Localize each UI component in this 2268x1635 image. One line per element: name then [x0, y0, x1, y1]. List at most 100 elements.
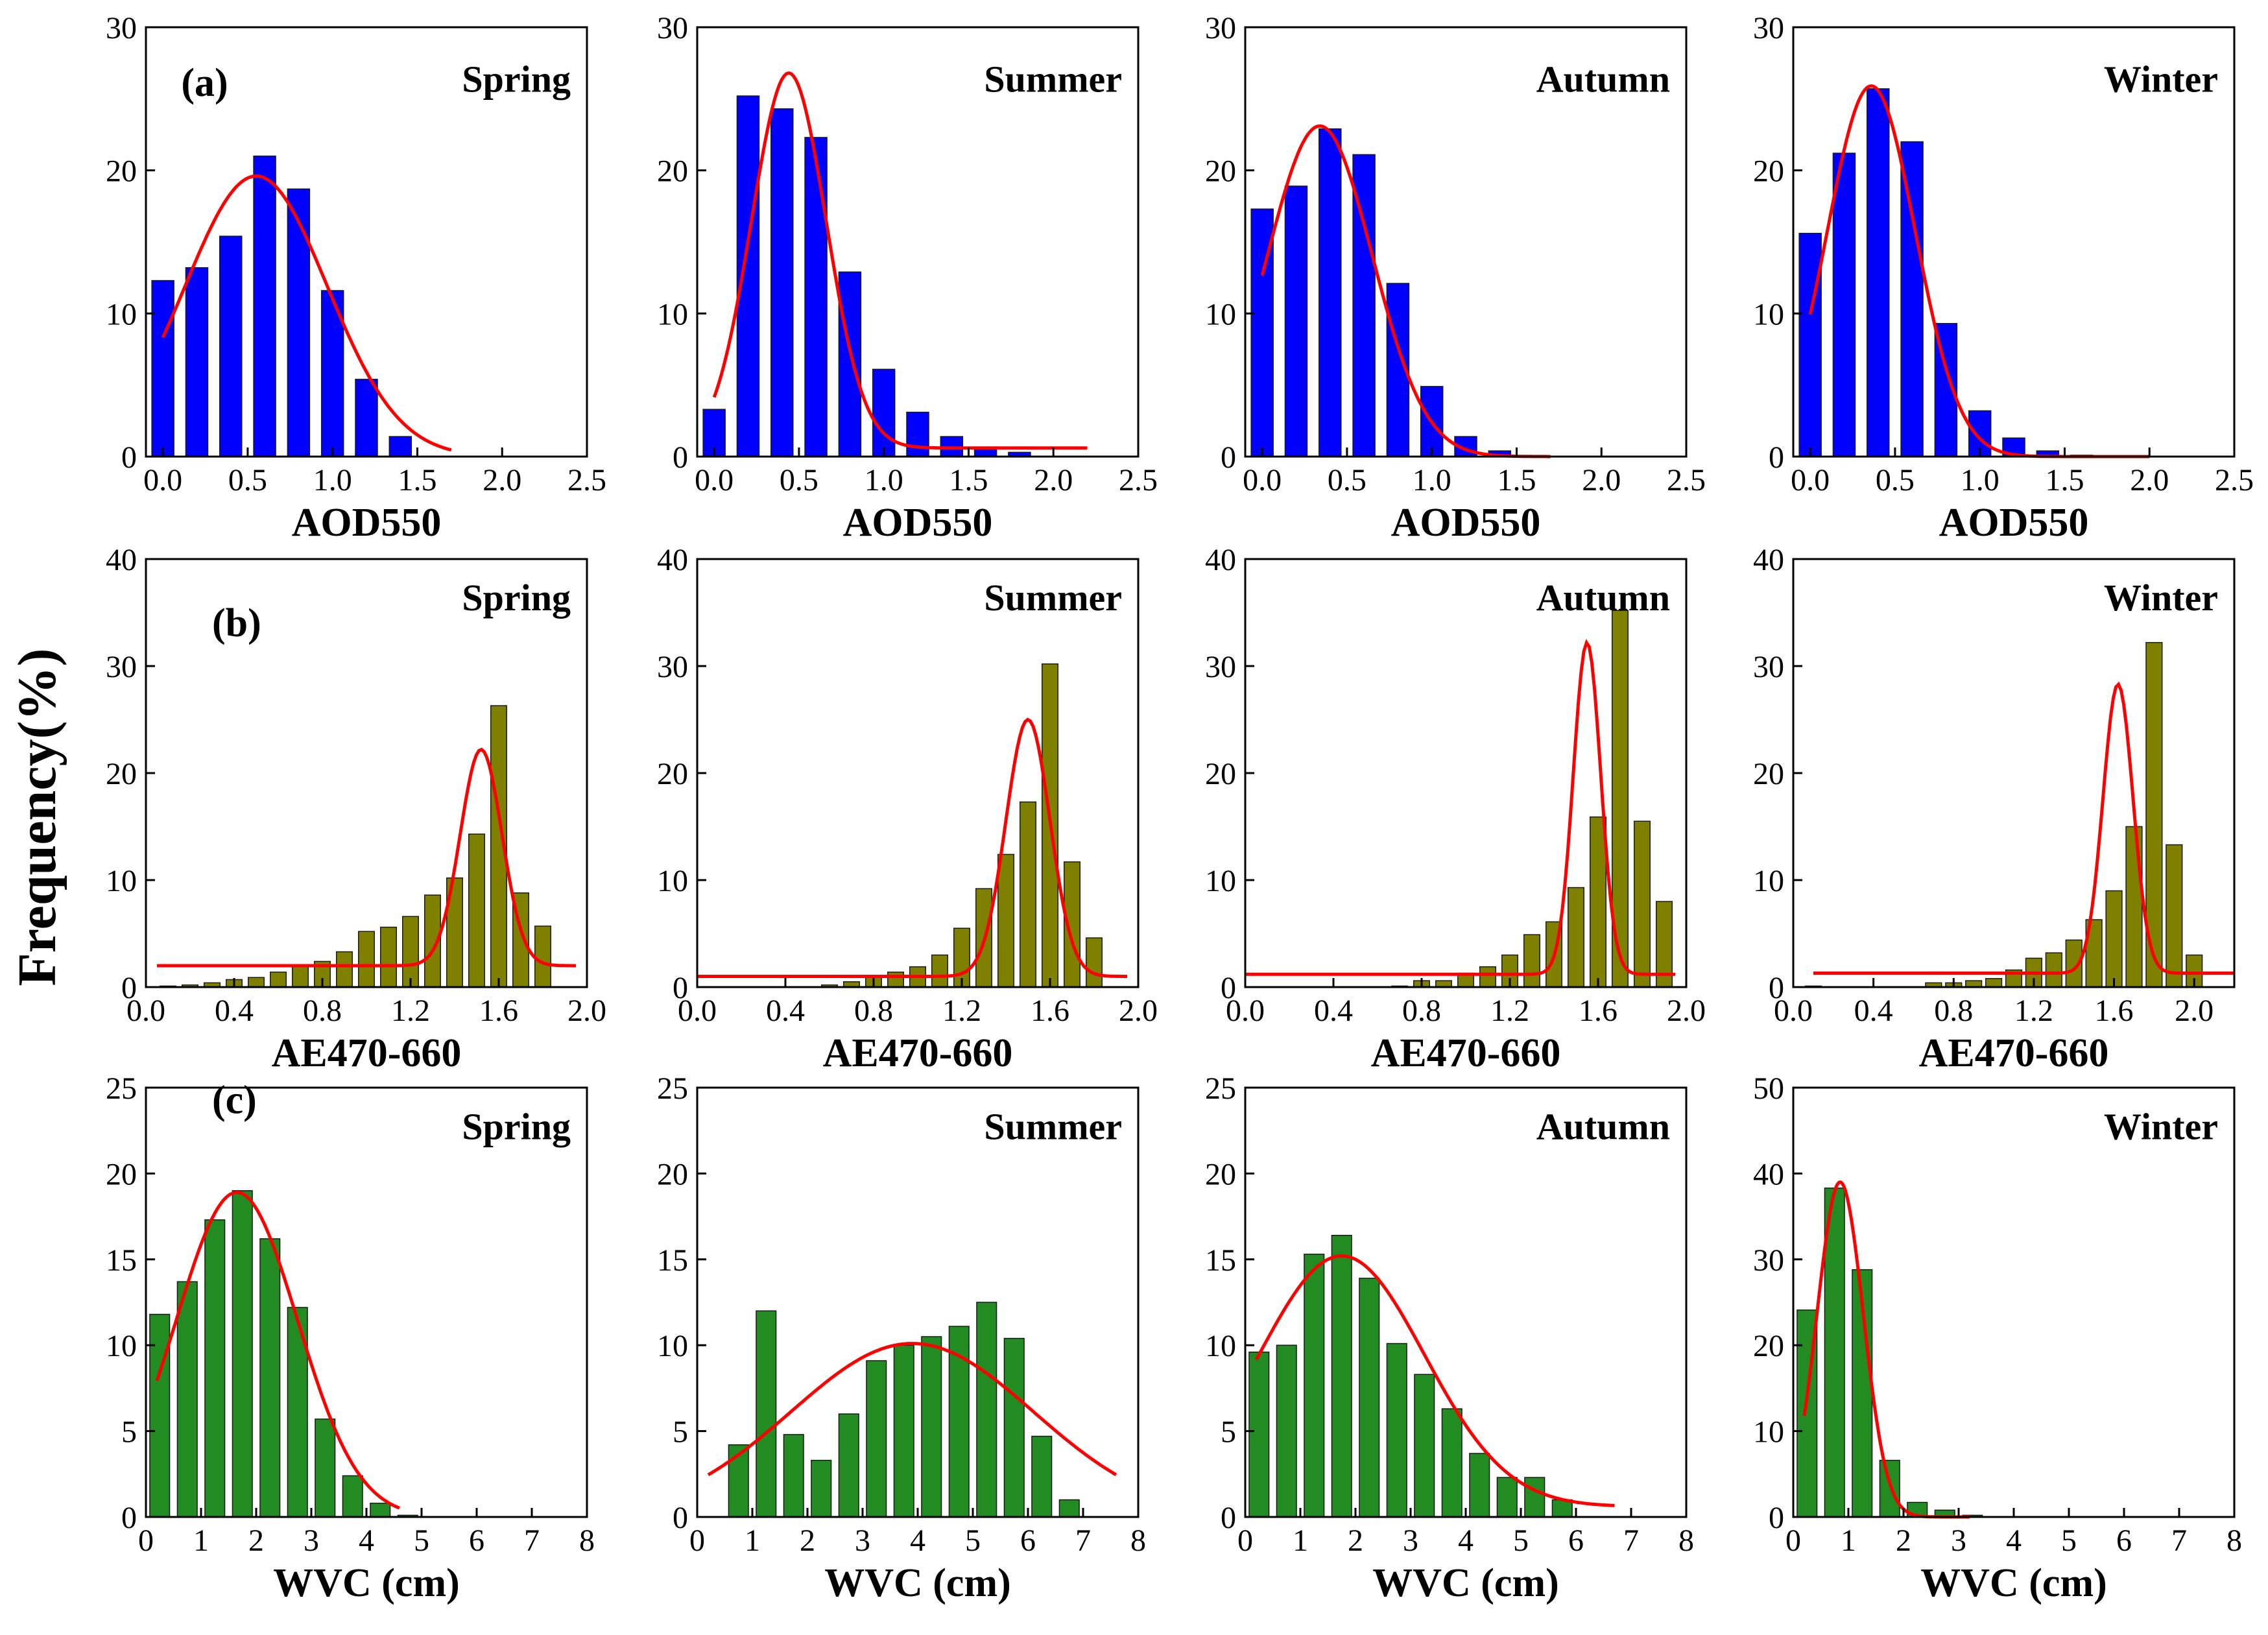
bar	[921, 1336, 942, 1518]
bar	[1414, 1374, 1435, 1518]
bar	[270, 972, 287, 988]
bar	[176, 1281, 198, 1518]
bar	[292, 966, 309, 988]
x-tick-label: 6	[1020, 1523, 1036, 1558]
y-tick-label: 20	[106, 1157, 137, 1191]
y-tick-label: 50	[1753, 1071, 1784, 1106]
bar	[1479, 966, 1496, 988]
fit-curve	[712, 71, 1088, 450]
x-tick-label: 0.8	[1934, 994, 1973, 1028]
bar	[1031, 1435, 1053, 1518]
x-axis-title: WVC (cm)	[1372, 1561, 1559, 1605]
bar	[976, 1302, 997, 1518]
bar	[838, 1413, 859, 1518]
x-tick-label: 1.5	[949, 463, 988, 497]
x-tick-label: 2.5	[567, 463, 606, 497]
y-tick-label: 25	[657, 1071, 688, 1106]
x-tick-label: 3	[855, 1523, 870, 1558]
chart-panel-b-summer: 0.0 0.4 0.8 1.2 1.6 2.0 0 10 20 30 40 AE470-660 Summ…	[657, 543, 1158, 1075]
panel-tag: (a)	[181, 61, 228, 105]
bar	[355, 379, 378, 457]
x-tick-label: 2	[800, 1523, 815, 1558]
x-axis-title: AOD550	[292, 501, 442, 545]
x-tick-label: 4	[359, 1523, 374, 1558]
season-label: Summer	[984, 1105, 1122, 1147]
bar	[1276, 1344, 1297, 1518]
x-tick-label: 0.0	[1243, 463, 1282, 497]
bar	[287, 188, 311, 457]
y-tick-label: 0	[1221, 1501, 1236, 1535]
fit-curve	[1813, 681, 2234, 975]
bar	[1985, 978, 2003, 988]
y-tick-label: 10	[657, 864, 688, 898]
bar	[1386, 1343, 1407, 1518]
x-tick-label: 7	[1623, 1523, 1639, 1558]
x-tick-label: 0.0	[1226, 994, 1265, 1028]
bar	[380, 926, 397, 988]
x-tick-label: 2.0	[2175, 994, 2214, 1028]
y-tick-label: 30	[657, 11, 688, 45]
x-tick-label: 0.0	[1774, 994, 1813, 1028]
x-tick-label: 4	[910, 1523, 925, 1558]
season-label: Winter	[2104, 577, 2218, 619]
bar	[2105, 890, 2123, 988]
x-tick-label: 2.0	[1119, 994, 1158, 1028]
x-tick-label: 3	[1403, 1523, 1418, 1558]
bar	[1020, 801, 1036, 988]
bar	[872, 368, 896, 457]
bar	[804, 137, 828, 457]
season-label: Winter	[2104, 58, 2218, 100]
y-tick-label: 15	[1205, 1243, 1236, 1278]
y-tick-label: 20	[1753, 154, 1784, 189]
y-tick-label: 10	[657, 1329, 688, 1363]
bar	[1469, 1453, 1490, 1518]
x-tick-label: 5	[965, 1523, 981, 1558]
bar	[736, 95, 760, 457]
bar	[1523, 934, 1540, 988]
season-label: Autumn	[1536, 1105, 1670, 1147]
bar	[1003, 1337, 1025, 1518]
x-tick-label: 0.5	[1328, 463, 1367, 497]
y-tick-label: 0	[1769, 971, 1784, 1005]
x-tick-label: 2.5	[1119, 463, 1158, 497]
bar	[1590, 816, 1606, 988]
y-tick-label: 20	[1205, 757, 1236, 791]
y-tick-label: 40	[1205, 543, 1236, 577]
x-tick-label: 0	[1237, 1523, 1253, 1558]
x-tick-label: 2	[1348, 1523, 1363, 1558]
y-tick-label: 0	[673, 971, 688, 1005]
x-tick-label: 0.8	[1402, 994, 1441, 1028]
y-tick-label: 0	[1769, 1501, 1784, 1535]
x-tick-label: 2.0	[2130, 463, 2169, 497]
y-tick-label: 30	[1205, 11, 1236, 45]
bar	[315, 1418, 336, 1518]
plot-frame	[1244, 26, 1688, 458]
x-tick-label: 0.0	[678, 994, 717, 1028]
y-tick-label: 0	[121, 1501, 137, 1535]
chart-panel-b-autumn: 0.0 0.4 0.8 1.2 1.6 2.0 0 10 20 30 40 AE470-660 Autu…	[1205, 543, 1706, 1075]
y-tick-label: 20	[1753, 1329, 1784, 1363]
x-tick-label: 2	[248, 1523, 264, 1558]
bar	[336, 951, 353, 988]
y-tick-label: 30	[106, 11, 137, 45]
bar	[232, 1190, 253, 1518]
bar	[1441, 1408, 1462, 1518]
fit-curve	[157, 747, 576, 968]
bar	[838, 271, 862, 457]
chart-panel-a-winter: 0.0 0.5 1.0 1.5 2.0 2.5 0 10 20 30 AOD550 Winter	[1753, 11, 2254, 545]
y-tick-label: 10	[657, 297, 688, 331]
y-tick-label: 40	[1753, 543, 1784, 577]
plot-frame	[696, 26, 1140, 458]
y-tick-label: 10	[106, 297, 137, 331]
season-label: Summer	[984, 577, 1122, 619]
x-tick-label: 6	[2116, 1523, 2132, 1558]
season-label: Spring	[462, 58, 571, 100]
x-tick-label: 2.5	[1667, 463, 1706, 497]
x-tick-label: 0	[138, 1523, 154, 1558]
chart-panel-b-spring: 0.0 0.4 0.8 1.2 1.6 2.0 0 10 20 30 40 AE470-660 Spri…	[106, 543, 606, 1075]
y-tick-label: 5	[121, 1415, 137, 1450]
bar	[893, 1344, 914, 1518]
fit-curve	[155, 1190, 400, 1510]
bar	[388, 436, 412, 457]
